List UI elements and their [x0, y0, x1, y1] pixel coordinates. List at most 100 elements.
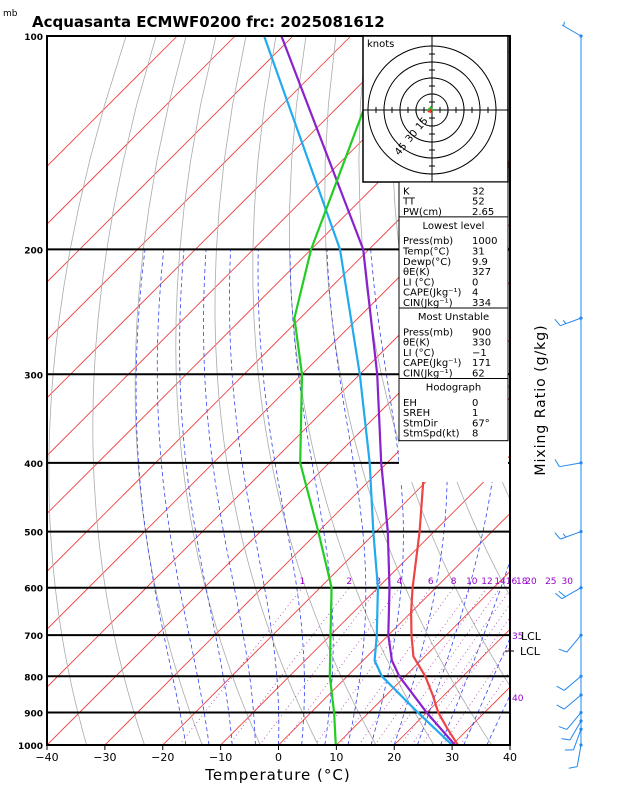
wind-barb-staff: [566, 634, 582, 653]
parcel-line: [280, 36, 456, 745]
mixing-ratio-label: 6: [428, 577, 434, 587]
profiles: [263, 36, 510, 745]
table-background: [399, 182, 508, 482]
isotherm-line: [47, 36, 410, 399]
table-row-value: 330: [472, 338, 491, 349]
table-row-value: 171: [472, 358, 491, 369]
table-row-label: LI (°C): [403, 277, 435, 288]
moist-adiabat-line: [289, 249, 334, 745]
mixing-ratio-label: 14: [494, 577, 506, 587]
table-row-value: 334: [472, 298, 491, 309]
table-row-label: CIN(Jkg⁻¹): [403, 369, 453, 380]
wind-barb-staff: [560, 317, 582, 327]
moist-adiabat-line: [229, 249, 280, 745]
wind-barb-staff: [566, 712, 582, 730]
pressure-axis: 100 200 300 400 500 600 700 800 900 1000: [18, 33, 43, 752]
dry-adiabat-line: [606, 36, 618, 745]
wind-barb-flag: [556, 704, 565, 710]
wind-barb-flag: [568, 766, 578, 769]
mixing-ratio-line: [411, 603, 510, 745]
mixing-ratio-line: [259, 587, 379, 745]
table-frame: [398, 181, 509, 442]
isotherm-line: [47, 36, 352, 341]
table-row-value: 0: [472, 277, 478, 288]
pressure-tick-label: 700: [24, 632, 43, 642]
mixing-ratio-line: [338, 587, 454, 745]
pressure-unit-label: mb: [3, 9, 18, 19]
moist-adiabat-line: [135, 249, 187, 745]
isotherm-line: [568, 36, 618, 745]
chart-title: Acquasanta ECMWF0200 frc: 2025081612: [32, 13, 385, 31]
mixing-ratio-label: 12: [481, 577, 492, 587]
pressure-tick-label: 100: [24, 33, 43, 43]
table-row-label: CIN(Jkg⁻¹): [403, 298, 453, 309]
temperature-tick-label: −10: [209, 751, 232, 764]
mixing-ratio-label: 2: [346, 577, 352, 587]
table-row-label: TT: [402, 197, 416, 208]
pressure-tick-label: 300: [24, 371, 43, 381]
cyan-profile-line: [263, 36, 453, 745]
table-row-value: 9.9: [472, 257, 488, 268]
table-row-label: PW(cm): [403, 207, 442, 218]
wind-barb-staff: [561, 24, 582, 37]
wind-barb-flag: [558, 648, 568, 653]
dry-adiabat-line: [214, 36, 319, 745]
pressure-tick-label: 1000: [18, 742, 43, 752]
wind-barb-staff: [560, 531, 582, 540]
table-section-header: Lowest level: [423, 221, 485, 232]
wind-barb-flag: [555, 592, 563, 600]
table-row-label: Press(mb): [403, 327, 453, 338]
wind-barb-flag: [558, 590, 566, 598]
table-row-label: Temp(°C): [402, 247, 450, 258]
mixing-ratio-label: 16: [506, 577, 518, 587]
wind-barb-staff: [569, 720, 582, 741]
wind-barbs: [554, 21, 583, 769]
table-row-label: SREH: [403, 408, 430, 419]
dry-adiabat-line: [252, 36, 377, 745]
table-row-label: StmDir: [403, 418, 438, 429]
temperature-tick-label: 0: [275, 751, 282, 764]
table-row-label: LI (°C): [403, 348, 435, 359]
wind-barb-flag: [554, 459, 560, 467]
mixing-ratio-line: [388, 587, 501, 745]
table-row-label: K: [403, 186, 410, 197]
table-row-label: CAPE(Jkg⁻¹): [403, 358, 461, 369]
table-row-value: 1: [472, 408, 478, 419]
table-row-value: 327: [472, 267, 491, 278]
dewpoint-line: [293, 36, 393, 745]
temperature-tick-label: 40: [503, 751, 517, 764]
isotherm-line: [47, 165, 510, 630]
isotherm-label: 35: [512, 632, 523, 642]
wind-barb-flag: [554, 532, 561, 540]
dry-adiabat-line: [546, 36, 618, 745]
pressure-tick-label: 500: [24, 529, 43, 539]
table-row-value: 62: [472, 369, 485, 380]
pressure-tick-label: 900: [24, 710, 43, 720]
mixing-ratio-label: 25: [545, 577, 556, 587]
table-row-label: θE(K): [403, 338, 430, 349]
mixing-ratio-line: [459, 670, 510, 745]
wind-barb-half-flag: [563, 21, 565, 27]
hodograph-frame: [362, 35, 509, 183]
hodograph-trace-green: [426, 105, 434, 112]
temperature-tick-label: −40: [35, 751, 58, 764]
mixing-ratio-label: 20: [525, 577, 537, 587]
table-row-value: −1: [472, 348, 487, 359]
isotherm-line: [220, 455, 510, 745]
wind-barb-flag: [556, 685, 565, 691]
dry-adiabat-line: [48, 36, 127, 745]
moist-adiabat-line: [179, 249, 233, 745]
moist-adiabat-line: [370, 249, 404, 745]
dry-adiabat-line: [576, 36, 618, 745]
table-row-label: StmSpd(kt): [403, 429, 460, 440]
table-row-value: 8: [472, 429, 478, 440]
lcl-marker: LCL LCL: [505, 630, 542, 658]
isotherm-line: [336, 570, 510, 745]
dry-adiabat-line: [175, 36, 261, 745]
temperature-tick-label: −20: [151, 751, 174, 764]
pressure-tick-label: 800: [24, 673, 43, 683]
